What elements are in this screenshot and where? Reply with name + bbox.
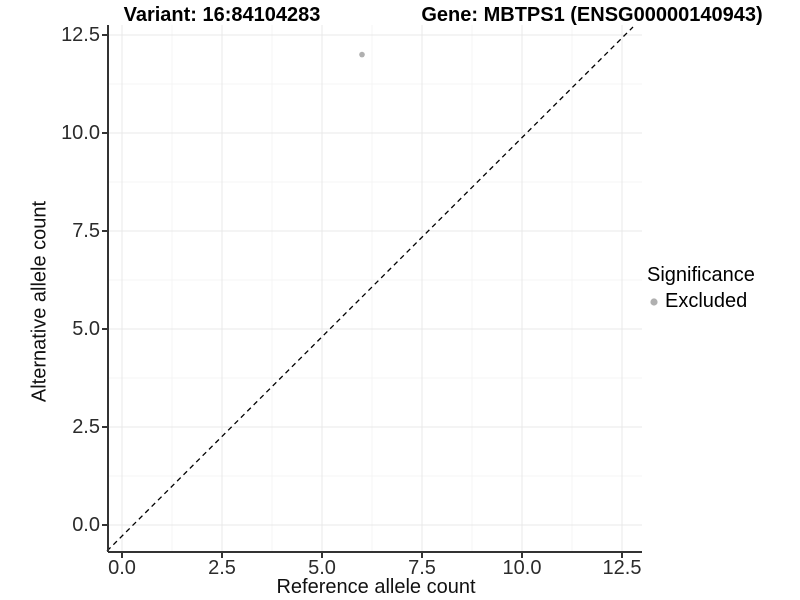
x-tick-label: 5.0 bbox=[308, 557, 336, 579]
legend-item-label: Excluded bbox=[665, 290, 748, 312]
x-tick-label: 12.5 bbox=[602, 557, 642, 579]
y-tick-label: 7.5 bbox=[72, 220, 100, 242]
plot-title-variant: Variant: 16:84104283 bbox=[123, 4, 321, 26]
x-tick-label: 2.5 bbox=[208, 557, 236, 579]
data-point bbox=[359, 51, 365, 58]
x-axis-title: Reference allele count bbox=[276, 576, 476, 598]
legend-title: Significance bbox=[647, 264, 755, 286]
y-tick-label: 5.0 bbox=[72, 318, 100, 340]
identity-reference-line bbox=[106, 26, 634, 552]
y-tick-label: 12.5 bbox=[61, 24, 100, 46]
plot-title-gene: Gene: MBTPS1 (ENSG00000140943) bbox=[421, 4, 763, 26]
legend-key-dot bbox=[650, 298, 658, 306]
x-tick-label: 10.0 bbox=[502, 557, 542, 579]
x-tick-label: 7.5 bbox=[408, 557, 436, 579]
y-axis-title: Alternative allele count bbox=[28, 200, 51, 403]
y-tick-label: 2.5 bbox=[72, 416, 100, 438]
y-tick-label: 0.0 bbox=[72, 514, 100, 536]
y-tick-label: 10.0 bbox=[61, 122, 100, 144]
x-tick-label: 0.0 bbox=[108, 557, 136, 579]
